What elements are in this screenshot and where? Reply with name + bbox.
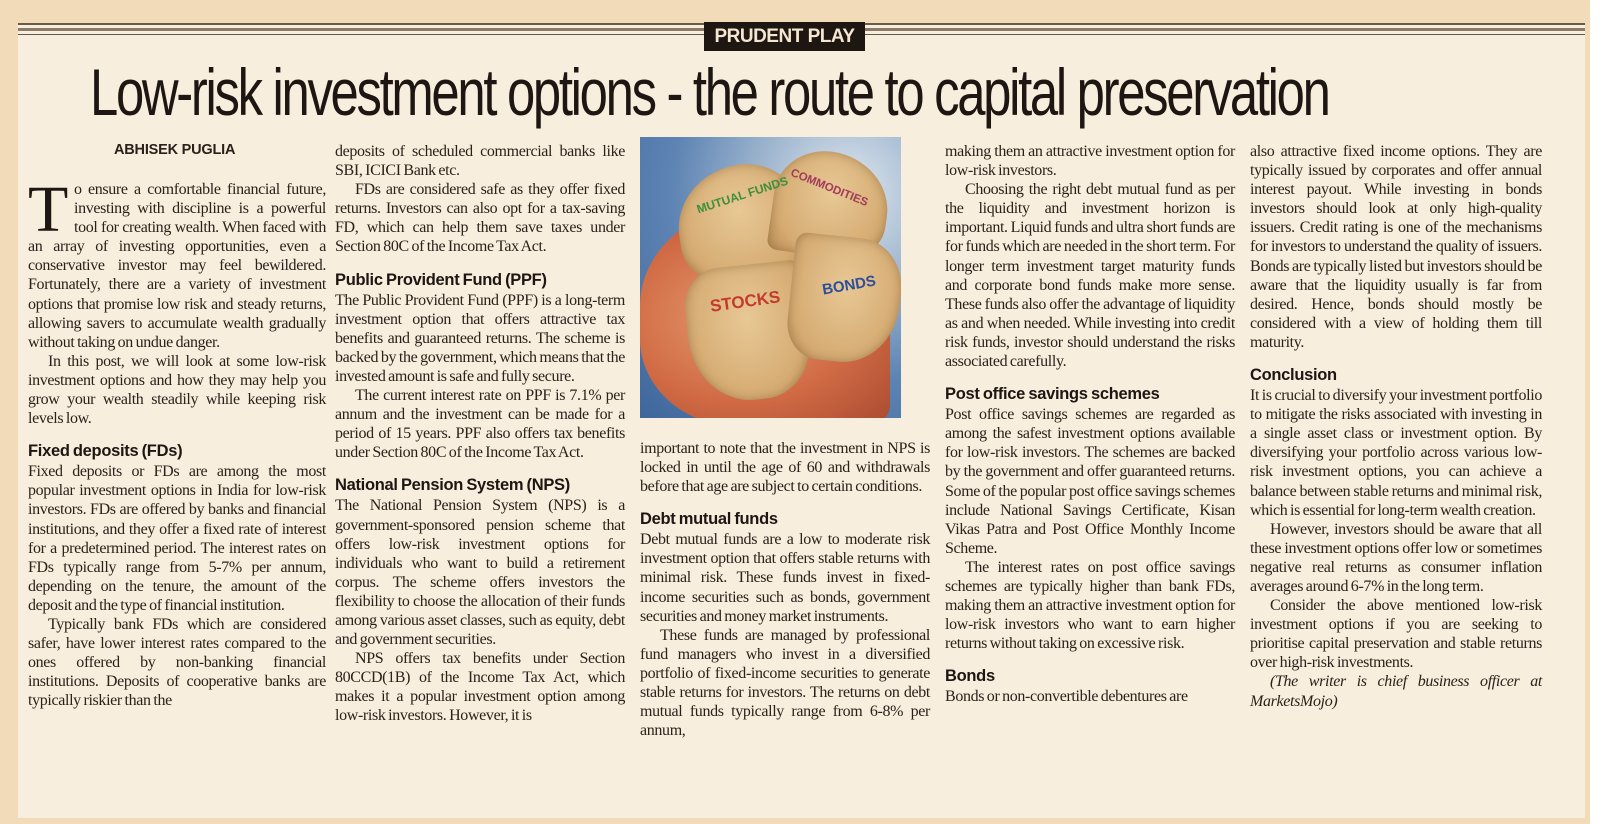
article-column-5: also attractive fixed income options. Th… — [1250, 142, 1542, 711]
author-credit: (The writer is chief business officer at… — [1250, 673, 1542, 710]
section-heading: Post office savings schemes — [945, 385, 1160, 404]
article-column-2: deposits of scheduled commercial banks l… — [335, 142, 625, 726]
drop-cap: T — [28, 173, 68, 246]
body-paragraph: It is crucial to diversify your investme… — [1250, 387, 1542, 519]
body-paragraph: Fixed deposits or FDs are among the most… — [28, 463, 326, 614]
body-paragraph: Typically bank FDs which are considered … — [28, 615, 326, 710]
body-paragraph: In this post, we will look at some low-r… — [28, 352, 326, 428]
body-paragraph: Debt mutual funds are a low to moderate … — [640, 531, 930, 625]
section-heading: Fixed deposits (FDs) — [28, 442, 183, 461]
section-heading: National Pension System (NPS) — [335, 476, 570, 495]
headline-text: Low-risk investment options - the route … — [90, 55, 1331, 129]
article-photo: MUTUAL FUNDS COMMODITIES STOCKS BONDS — [640, 137, 901, 418]
section-heading: Debt mutual funds — [640, 510, 778, 529]
article-column-3: important to note that the investment in… — [640, 439, 930, 740]
headline: Low-risk investment options - the route … — [90, 56, 1476, 128]
body-paragraph: The Public Provident Fund (PPF) is a lon… — [335, 291, 625, 385]
body-paragraph: Consider the above mentioned low-risk in… — [1250, 597, 1542, 672]
body-paragraph: NPS offers tax benefits under Section 80… — [335, 650, 625, 725]
body-paragraph: making them an attractive investment opt… — [945, 143, 1235, 180]
body-paragraph: The current interest rate on PPF is 7.1%… — [335, 387, 625, 462]
body-paragraph: FDs are considered safe as they offer fi… — [335, 181, 625, 256]
section-heading: Bonds — [945, 667, 995, 686]
body-paragraph: However, investors should be aware that … — [1250, 520, 1542, 595]
body-paragraph: The National Pension System (NPS) is a g… — [335, 497, 625, 649]
body-paragraph: The interest rates on post office saving… — [945, 558, 1235, 653]
body-paragraph: deposits of scheduled commercial banks l… — [335, 143, 625, 180]
section-heading: Public Provident Fund (PPF) — [335, 270, 547, 289]
body-paragraph: Choosing the right debt mutual fund as p… — [945, 181, 1235, 371]
lead-text: o ensure a comfortable financial future,… — [28, 181, 326, 351]
section-label: PRUDENT PLAY — [704, 22, 865, 51]
body-paragraph: important to note that the investment in… — [640, 440, 930, 496]
article-column-4: making them an attractive investment opt… — [945, 142, 1235, 706]
body-paragraph: These funds are managed by professional … — [640, 626, 930, 740]
body-paragraph: Bonds or non-convertible debentures are — [945, 688, 1188, 706]
byline: ABHISEK PUGLIA — [114, 142, 236, 158]
body-paragraph: also attractive fixed income options. Th… — [1250, 143, 1542, 351]
section-heading: Conclusion — [1250, 366, 1337, 385]
body-paragraph: Post office savings schemes are regarded… — [945, 406, 1235, 557]
